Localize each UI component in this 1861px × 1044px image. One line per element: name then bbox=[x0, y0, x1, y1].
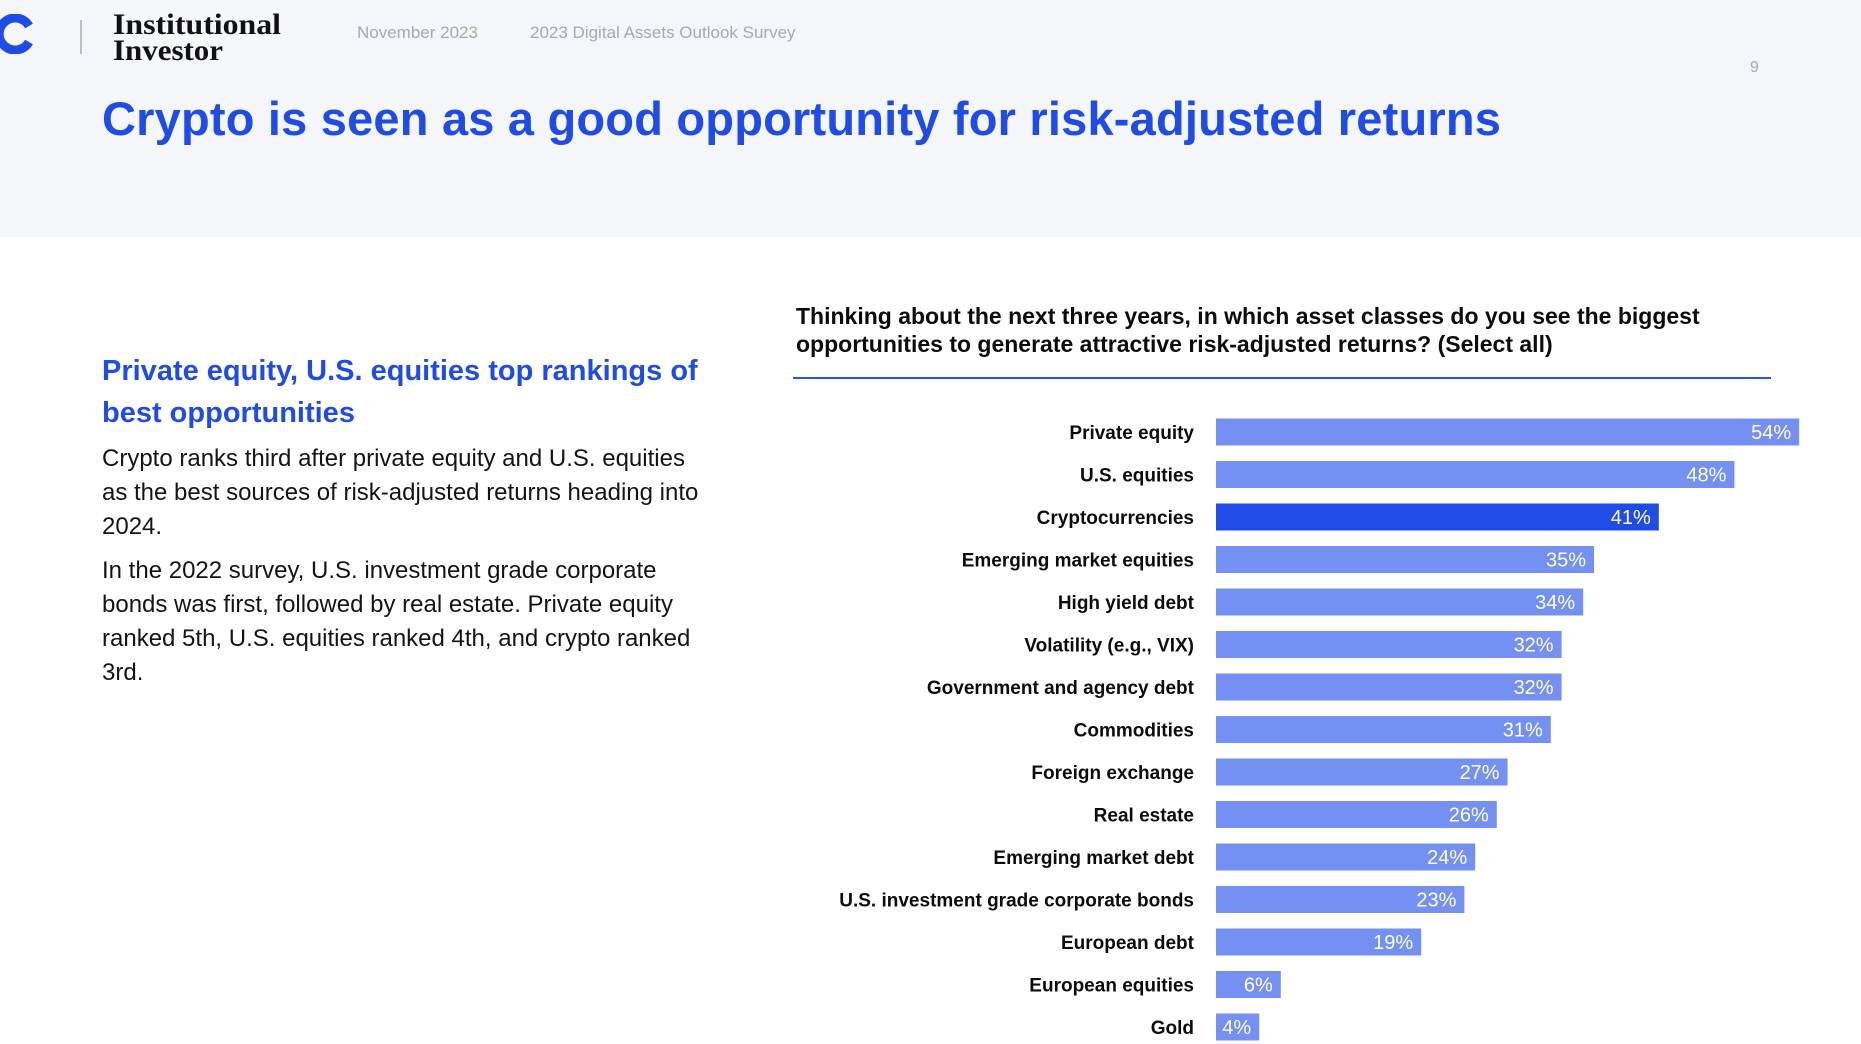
category-label: Government and agency debt bbox=[927, 678, 1195, 699]
header-divider bbox=[80, 20, 82, 54]
value-label: 34% bbox=[1535, 592, 1575, 614]
page-number: 9 bbox=[1750, 59, 1759, 76]
bar bbox=[1216, 588, 1584, 616]
bar bbox=[1216, 843, 1476, 871]
bar bbox=[1216, 1013, 1260, 1041]
sidebar-heading: Private equity, U.S. equities top rankin… bbox=[102, 355, 698, 429]
chart-title: Thinking about the next three years, in … bbox=[796, 303, 1700, 357]
value-label: 4% bbox=[1222, 1017, 1251, 1039]
category-label: Gold bbox=[1151, 1018, 1194, 1039]
svg-text:Institutional: Institutional bbox=[113, 8, 281, 41]
value-label: 23% bbox=[1416, 890, 1456, 912]
bar bbox=[1216, 758, 1508, 786]
category-label: Real estate bbox=[1094, 806, 1194, 827]
value-label: 41% bbox=[1611, 507, 1651, 529]
value-label: 31% bbox=[1503, 720, 1543, 742]
value-label: 48% bbox=[1686, 465, 1726, 487]
sidebar-paragraph: In the 2022 survey, U.S. investment grad… bbox=[102, 557, 691, 686]
category-label: Private equity bbox=[1069, 423, 1194, 444]
category-label: High yield debt bbox=[1058, 593, 1195, 614]
value-label: 32% bbox=[1514, 635, 1554, 657]
category-label: Emerging market equities bbox=[962, 551, 1194, 572]
report-date: November 2023 bbox=[357, 23, 478, 42]
value-label: 27% bbox=[1460, 762, 1500, 784]
sidebar-paragraph: Crypto ranks third after private equity … bbox=[102, 445, 699, 540]
value-label: 32% bbox=[1514, 677, 1554, 699]
value-label: 19% bbox=[1373, 932, 1413, 954]
category-label: Volatility (e.g., VIX) bbox=[1024, 636, 1194, 657]
publisher-logo: Institutional Investor bbox=[113, 8, 281, 64]
bar bbox=[1216, 928, 1422, 956]
bar bbox=[1216, 503, 1659, 531]
page-title: Crypto is seen as a good opportunity for… bbox=[102, 92, 1502, 145]
svg-text:Investor: Investor bbox=[113, 34, 223, 64]
chart-title-underline bbox=[793, 377, 1771, 379]
brand-logo-icon bbox=[0, 14, 33, 54]
bar bbox=[1216, 546, 1594, 573]
bar bbox=[1216, 418, 1800, 446]
bar bbox=[1216, 886, 1465, 913]
bar bbox=[1216, 631, 1562, 658]
category-label: Commodities bbox=[1074, 721, 1194, 742]
bar bbox=[1216, 461, 1735, 488]
value-label: 54% bbox=[1751, 422, 1791, 444]
category-label: Cryptocurrencies bbox=[1037, 508, 1194, 529]
category-label: Emerging market debt bbox=[993, 848, 1194, 869]
bar bbox=[1216, 801, 1497, 828]
category-label: Foreign exchange bbox=[1031, 763, 1194, 784]
bar bbox=[1216, 673, 1562, 701]
bar bbox=[1216, 971, 1281, 998]
category-label: European equities bbox=[1029, 976, 1194, 997]
value-label: 35% bbox=[1546, 550, 1586, 572]
value-label: 6% bbox=[1244, 975, 1273, 997]
category-label: European debt bbox=[1061, 933, 1195, 954]
survey-name: 2023 Digital Assets Outlook Survey bbox=[530, 23, 796, 42]
bar bbox=[1216, 716, 1551, 743]
header-band bbox=[0, 0, 1861, 237]
value-label: 26% bbox=[1449, 805, 1489, 827]
category-label: U.S. investment grade corporate bonds bbox=[839, 891, 1194, 912]
category-label: U.S. equities bbox=[1080, 466, 1194, 487]
value-label: 24% bbox=[1427, 847, 1467, 869]
